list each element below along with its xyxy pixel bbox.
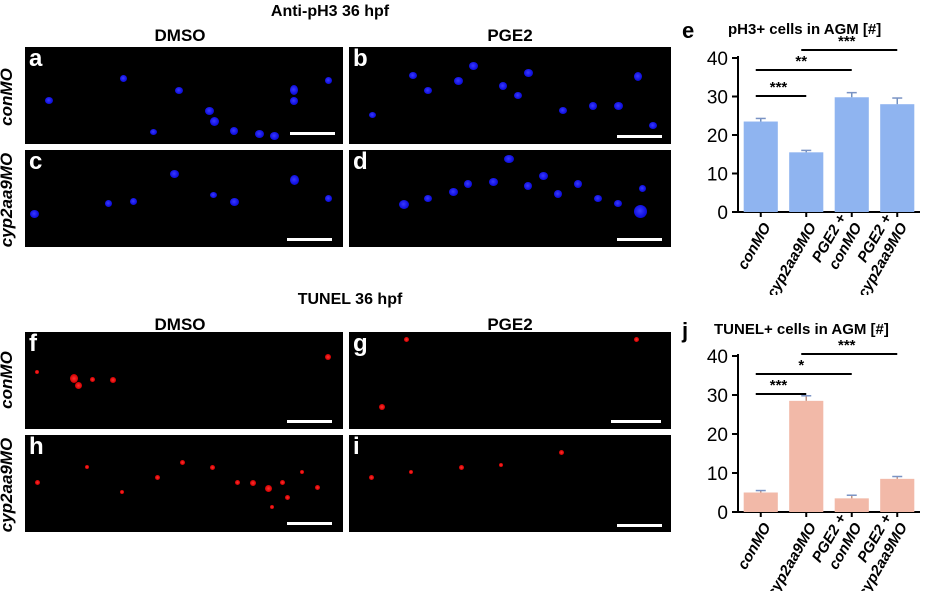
panel-label-i: i bbox=[353, 435, 360, 460]
panel-label-d: d bbox=[353, 150, 368, 175]
bar-0 bbox=[743, 121, 778, 212]
scale-bar-c bbox=[287, 238, 332, 241]
y-tick-label: 10 bbox=[707, 464, 728, 485]
scale-bar-d bbox=[617, 238, 662, 241]
x-tick-label-2: PGE2 +conMO bbox=[809, 511, 866, 573]
x-tick-label-2: PGE2 +conMO bbox=[809, 211, 866, 273]
significance-stars-1: * bbox=[798, 357, 804, 374]
bottom-col-pge2: PGE2 bbox=[487, 315, 533, 334]
bottom-row-label-conmo: conMO bbox=[0, 351, 16, 409]
micrograph-panel-f: f bbox=[25, 332, 343, 429]
bottom-figure-title: TUNEL 36 hpf bbox=[297, 291, 403, 308]
x-tick-label-0: conMO bbox=[734, 520, 774, 573]
scale-bar-b bbox=[617, 135, 662, 138]
top-row-label-cyp2aa9mo: cyp2aa9MO bbox=[0, 152, 16, 248]
bar-0 bbox=[743, 492, 778, 512]
scale-bar-f bbox=[287, 420, 332, 423]
panel-label-b: b bbox=[353, 47, 368, 72]
top-figure-title: Anti-pH3 36 hpf bbox=[270, 3, 390, 20]
y-tick-label: 20 bbox=[707, 126, 728, 147]
panel-label-a: a bbox=[29, 47, 43, 72]
scale-bar-g bbox=[611, 420, 661, 423]
top-row-label-conmo: conMO bbox=[0, 68, 16, 126]
significance-stars-0: *** bbox=[770, 79, 788, 96]
micrograph-panel-h: h bbox=[25, 435, 343, 532]
panel-label-h: h bbox=[29, 435, 44, 460]
y-tick-label: 0 bbox=[717, 203, 728, 224]
y-tick-label: 40 bbox=[707, 347, 728, 368]
bar-1 bbox=[789, 400, 824, 512]
bar-2 bbox=[834, 97, 869, 212]
panel-label-c: c bbox=[29, 150, 43, 175]
bar-3 bbox=[880, 104, 915, 212]
micrograph-panel-c: c bbox=[25, 150, 343, 247]
significance-stars-0: *** bbox=[770, 377, 788, 394]
y-tick-label: 30 bbox=[707, 88, 728, 109]
bar-2 bbox=[834, 498, 869, 512]
top-col-dmso: DMSO bbox=[154, 26, 206, 45]
y-tick-label: 0 bbox=[717, 503, 728, 524]
micrograph-panel-a: a bbox=[25, 47, 343, 144]
bar-1 bbox=[789, 152, 824, 212]
bottom-row-label-cyp2aa9mo: cyp2aa9MO bbox=[0, 437, 16, 533]
bar-3 bbox=[880, 478, 915, 512]
y-tick-label: 10 bbox=[707, 165, 728, 186]
significance-stars-2: *** bbox=[838, 337, 856, 354]
micrograph-panel-d: d bbox=[349, 150, 671, 247]
significance-stars-1: ** bbox=[795, 53, 807, 70]
panel-label-g: g bbox=[353, 332, 368, 357]
significance-stars-2: *** bbox=[838, 33, 856, 50]
scale-bar-i bbox=[617, 524, 662, 527]
bottom-col-dmso: DMSO bbox=[154, 315, 206, 334]
scale-bar-a bbox=[290, 132, 335, 135]
x-tick-label-0: conMO bbox=[734, 220, 774, 273]
y-tick-label: 30 bbox=[707, 386, 728, 407]
y-tick-label: 20 bbox=[707, 425, 728, 446]
y-tick-label: 40 bbox=[707, 49, 728, 70]
panel-label-f: f bbox=[29, 332, 37, 357]
top-col-pge2: PGE2 bbox=[487, 26, 533, 45]
micrograph-panel-i: i bbox=[349, 435, 671, 532]
chart-panel-label: j bbox=[681, 318, 688, 343]
x-tick-label-line: conMO bbox=[734, 520, 774, 573]
chart-panel-label: e bbox=[682, 18, 694, 43]
scale-bar-h bbox=[287, 522, 332, 525]
bar-chart-j: j TUNEL+ cells in AGM [#]010203040conMOcy… bbox=[681, 318, 920, 591]
micrograph-panel-g: g bbox=[349, 332, 671, 429]
micrograph-panel-b: b bbox=[349, 47, 671, 144]
x-tick-label-line: conMO bbox=[734, 220, 774, 273]
chart-title: pH3+ cells in AGM [#] bbox=[728, 21, 881, 38]
chart-title: TUNEL+ cells in AGM [#] bbox=[714, 321, 889, 338]
bar-chart-e: e pH3+ cells in AGM [#]010203040conMOcyp2… bbox=[682, 18, 920, 295]
